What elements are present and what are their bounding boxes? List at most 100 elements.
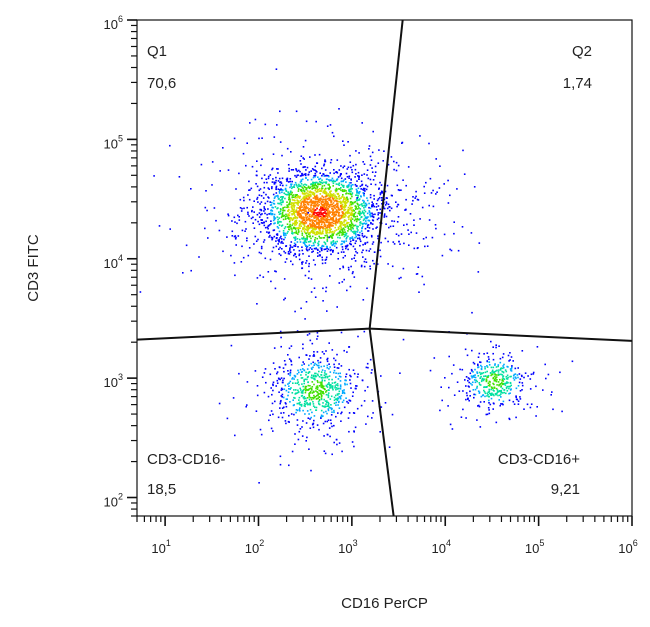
scatter-point-2478 — [293, 185, 295, 188]
scatter-point-2921 — [287, 394, 289, 397]
scatter-point-2882 — [316, 335, 319, 338]
scatter-point-2278 — [333, 204, 336, 207]
scatter-point-2909 — [261, 376, 264, 378]
scatter-point-3181 — [308, 398, 311, 401]
scatter-point-2398 — [362, 188, 364, 191]
scatter-point-3265 — [284, 402, 287, 404]
scatter-point-2583 — [335, 171, 338, 173]
scatter-point-1477 — [329, 223, 332, 226]
scatter-point-758 — [340, 228, 342, 230]
scatter-point-1969 — [357, 218, 359, 221]
scatter-point-3601 — [494, 380, 497, 382]
scatter-point-2083 — [362, 219, 365, 222]
scatter-point-2638 — [447, 179, 449, 182]
scatter-point-2525 — [302, 219, 305, 221]
scatter-point-177 — [234, 274, 236, 277]
scatter-point-114 — [314, 241, 317, 244]
scatter-point-3011 — [338, 442, 341, 444]
scatter-point-3561 — [496, 384, 498, 386]
scatter-point-2144 — [310, 191, 313, 193]
scatter-point-1470 — [321, 262, 324, 265]
scatter-point-2394 — [253, 227, 256, 229]
scatter-point-890 — [251, 165, 254, 168]
scatter-point-1303 — [279, 184, 282, 186]
scatter-point-3385 — [490, 340, 492, 343]
scatter-point-563 — [272, 178, 274, 180]
scatter-point-2713 — [308, 364, 310, 367]
scatter-point-900 — [351, 231, 354, 233]
scatter-point-2089 — [325, 193, 328, 196]
scatter-point-3250 — [294, 382, 297, 384]
scatter-point-3328 — [272, 384, 274, 387]
scatter-point-2337 — [284, 297, 286, 300]
scatter-point-2166 — [329, 195, 331, 197]
scatter-point-3522 — [561, 410, 563, 413]
scatter-point-3652 — [492, 346, 494, 348]
scatter-point-2361 — [311, 219, 313, 221]
scatter-point-2443 — [287, 191, 289, 193]
scatter-point-492 — [341, 243, 343, 245]
scatter-point-678 — [284, 226, 287, 228]
scatter-point-2513 — [297, 227, 300, 229]
scatter-point-3242 — [298, 403, 301, 405]
scatter-point-685 — [354, 168, 357, 171]
scatter-point-2309 — [310, 229, 313, 232]
scatter-point-3632 — [489, 381, 491, 383]
scatter-point-725 — [301, 206, 303, 208]
scatter-point-1396 — [314, 187, 317, 189]
scatter-point-3162 — [303, 369, 305, 371]
scatter-point-3380 — [510, 368, 513, 370]
scatter-point-0 — [290, 210, 292, 213]
scatter-point-2588 — [314, 296, 317, 298]
scatter-point-2646 — [341, 281, 344, 283]
scatter-point-2357 — [379, 208, 381, 211]
scatter-point-2018 — [297, 202, 299, 204]
scatter-point-1548 — [332, 240, 335, 242]
scatter-point-2152 — [323, 215, 326, 217]
scatter-point-1070 — [305, 184, 308, 186]
scatter-point-2231 — [299, 160, 302, 162]
scatter-point-1798 — [300, 179, 303, 181]
scatter-point-2634 — [366, 287, 368, 290]
scatter-point-2217 — [353, 230, 355, 233]
scatter-point-3301 — [283, 377, 285, 380]
scatter-point-184 — [278, 190, 281, 193]
scatter-point-2979 — [282, 412, 285, 414]
scatter-point-1079 — [382, 207, 385, 209]
scatter-point-2469 — [378, 188, 380, 190]
scatter-point-2274 — [342, 201, 344, 203]
scatter-point-223 — [270, 236, 273, 239]
scatter-point-991 — [366, 197, 368, 199]
scatter-point-1801 — [289, 246, 292, 248]
scatter-point-1352 — [291, 228, 293, 230]
scatter-point-1620 — [449, 194, 451, 197]
scatter-point-2261 — [260, 213, 262, 216]
scatter-point-1843 — [324, 248, 327, 250]
scatter-point-189 — [284, 252, 287, 254]
scatter-point-1915 — [303, 199, 306, 201]
scatter-point-1115 — [352, 227, 354, 230]
scatter-point-2841 — [306, 410, 309, 412]
scatter-point-3391 — [521, 389, 523, 391]
scatter-point-772 — [340, 243, 342, 246]
scatter-point-3541 — [510, 375, 512, 378]
scatter-point-2510 — [315, 232, 318, 235]
scatter-point-1056 — [323, 218, 326, 220]
scatter-point-79 — [340, 251, 343, 253]
scatter-point-950 — [364, 206, 367, 208]
scatter-point-1634 — [371, 215, 373, 218]
scatter-point-877 — [271, 186, 273, 188]
scatter-point-3235 — [305, 354, 307, 356]
scatter-point-2405 — [297, 195, 300, 198]
scatter-point-784 — [323, 223, 326, 226]
scatter-point-1086 — [286, 201, 288, 203]
scatter-point-1859 — [270, 213, 273, 216]
scatter-point-2769 — [331, 378, 333, 381]
scatter-point-254 — [222, 250, 224, 253]
scatter-point-3717 — [512, 377, 515, 379]
scatter-point-1436 — [321, 200, 324, 202]
scatter-point-127 — [258, 194, 261, 196]
scatter-point-3775 — [523, 408, 525, 410]
scatter-point-3760 — [473, 363, 476, 365]
scatter-point-2486 — [325, 204, 327, 206]
